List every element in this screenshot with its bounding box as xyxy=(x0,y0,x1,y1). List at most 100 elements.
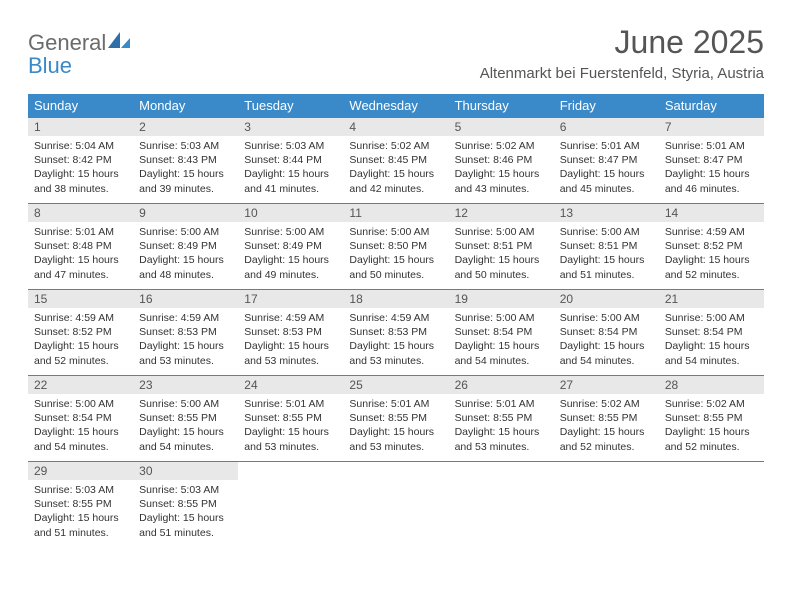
weekday-head: Monday xyxy=(133,94,238,118)
daylight-text: Daylight: 15 hours and 42 minutes. xyxy=(349,167,442,195)
sunrise-text: Sunrise: 5:02 AM xyxy=(349,139,442,153)
sunset-text: Sunset: 8:55 PM xyxy=(560,411,653,425)
day-cell: 8Sunrise: 5:01 AMSunset: 8:48 PMDaylight… xyxy=(28,204,133,290)
sunset-text: Sunset: 8:50 PM xyxy=(349,239,442,253)
daylight-text: Daylight: 15 hours and 47 minutes. xyxy=(34,253,127,281)
sunrise-text: Sunrise: 4:59 AM xyxy=(139,311,232,325)
sunset-text: Sunset: 8:54 PM xyxy=(665,325,758,339)
day-cell: 26Sunrise: 5:01 AMSunset: 8:55 PMDayligh… xyxy=(449,376,554,462)
day-cell: 6Sunrise: 5:01 AMSunset: 8:47 PMDaylight… xyxy=(554,118,659,204)
sunset-text: Sunset: 8:54 PM xyxy=(455,325,548,339)
sunset-text: Sunset: 8:49 PM xyxy=(244,239,337,253)
day-number: 18 xyxy=(343,290,448,308)
day-cell: 18Sunrise: 4:59 AMSunset: 8:53 PMDayligh… xyxy=(343,290,448,376)
day-number: 12 xyxy=(449,204,554,222)
daylight-text: Daylight: 15 hours and 52 minutes. xyxy=(665,253,758,281)
day-number: 26 xyxy=(449,376,554,394)
day-number: 24 xyxy=(238,376,343,394)
page-subtitle: Altenmarkt bei Fuerstenfeld, Styria, Aus… xyxy=(480,65,764,82)
day-cell: 1Sunrise: 5:04 AMSunset: 8:42 PMDaylight… xyxy=(28,118,133,204)
day-cell xyxy=(554,462,659,548)
day-cell: 28Sunrise: 5:02 AMSunset: 8:55 PMDayligh… xyxy=(659,376,764,462)
weekday-head: Thursday xyxy=(449,94,554,118)
day-cell: 14Sunrise: 4:59 AMSunset: 8:52 PMDayligh… xyxy=(659,204,764,290)
calendar-table: Sunday Monday Tuesday Wednesday Thursday… xyxy=(28,94,764,548)
day-cell: 13Sunrise: 5:00 AMSunset: 8:51 PMDayligh… xyxy=(554,204,659,290)
sunrise-text: Sunrise: 5:03 AM xyxy=(244,139,337,153)
day-body: Sunrise: 5:02 AMSunset: 8:46 PMDaylight:… xyxy=(449,136,554,200)
sunset-text: Sunset: 8:55 PM xyxy=(349,411,442,425)
day-cell: 16Sunrise: 4:59 AMSunset: 8:53 PMDayligh… xyxy=(133,290,238,376)
title-block: June 2025 Altenmarkt bei Fuerstenfeld, S… xyxy=(480,24,764,82)
logo: General Blue xyxy=(28,30,132,77)
day-cell: 21Sunrise: 5:00 AMSunset: 8:54 PMDayligh… xyxy=(659,290,764,376)
sunset-text: Sunset: 8:45 PM xyxy=(349,153,442,167)
sunset-text: Sunset: 8:55 PM xyxy=(139,497,232,511)
weekday-head: Friday xyxy=(554,94,659,118)
sunset-text: Sunset: 8:54 PM xyxy=(560,325,653,339)
day-cell: 30Sunrise: 5:03 AMSunset: 8:55 PMDayligh… xyxy=(133,462,238,548)
sunset-text: Sunset: 8:47 PM xyxy=(560,153,653,167)
day-cell: 19Sunrise: 5:00 AMSunset: 8:54 PMDayligh… xyxy=(449,290,554,376)
logo-text: General Blue xyxy=(28,30,132,77)
daylight-text: Daylight: 15 hours and 51 minutes. xyxy=(139,511,232,539)
day-body: Sunrise: 5:00 AMSunset: 8:50 PMDaylight:… xyxy=(343,222,448,286)
sunrise-text: Sunrise: 5:00 AM xyxy=(244,225,337,239)
day-number: 19 xyxy=(449,290,554,308)
day-number: 11 xyxy=(343,204,448,222)
day-cell: 10Sunrise: 5:00 AMSunset: 8:49 PMDayligh… xyxy=(238,204,343,290)
daylight-text: Daylight: 15 hours and 53 minutes. xyxy=(139,339,232,367)
day-number: 9 xyxy=(133,204,238,222)
sunrise-text: Sunrise: 4:59 AM xyxy=(665,225,758,239)
day-cell: 3Sunrise: 5:03 AMSunset: 8:44 PMDaylight… xyxy=(238,118,343,204)
day-body: Sunrise: 5:00 AMSunset: 8:54 PMDaylight:… xyxy=(449,308,554,372)
day-number: 4 xyxy=(343,118,448,136)
day-number: 15 xyxy=(28,290,133,308)
day-number: 8 xyxy=(28,204,133,222)
sunrise-text: Sunrise: 5:01 AM xyxy=(665,139,758,153)
day-body: Sunrise: 4:59 AMSunset: 8:53 PMDaylight:… xyxy=(133,308,238,372)
day-body: Sunrise: 5:00 AMSunset: 8:51 PMDaylight:… xyxy=(449,222,554,286)
day-body: Sunrise: 5:00 AMSunset: 8:51 PMDaylight:… xyxy=(554,222,659,286)
weekday-head: Saturday xyxy=(659,94,764,118)
sunrise-text: Sunrise: 4:59 AM xyxy=(244,311,337,325)
day-body: Sunrise: 5:03 AMSunset: 8:55 PMDaylight:… xyxy=(133,480,238,544)
sunset-text: Sunset: 8:52 PM xyxy=(34,325,127,339)
sunrise-text: Sunrise: 5:00 AM xyxy=(665,311,758,325)
sunset-text: Sunset: 8:55 PM xyxy=(665,411,758,425)
daylight-text: Daylight: 15 hours and 52 minutes. xyxy=(665,425,758,453)
daylight-text: Daylight: 15 hours and 53 minutes. xyxy=(349,339,442,367)
week-row: 29Sunrise: 5:03 AMSunset: 8:55 PMDayligh… xyxy=(28,462,764,548)
day-number: 21 xyxy=(659,290,764,308)
daylight-text: Daylight: 15 hours and 51 minutes. xyxy=(34,511,127,539)
day-number: 27 xyxy=(554,376,659,394)
day-number: 20 xyxy=(554,290,659,308)
daylight-text: Daylight: 15 hours and 50 minutes. xyxy=(455,253,548,281)
daylight-text: Daylight: 15 hours and 53 minutes. xyxy=(244,339,337,367)
weekday-header-row: Sunday Monday Tuesday Wednesday Thursday… xyxy=(28,94,764,118)
day-cell: 25Sunrise: 5:01 AMSunset: 8:55 PMDayligh… xyxy=(343,376,448,462)
day-body: Sunrise: 5:03 AMSunset: 8:44 PMDaylight:… xyxy=(238,136,343,200)
sunset-text: Sunset: 8:42 PM xyxy=(34,153,127,167)
daylight-text: Daylight: 15 hours and 45 minutes. xyxy=(560,167,653,195)
weekday-head: Tuesday xyxy=(238,94,343,118)
day-body: Sunrise: 5:01 AMSunset: 8:55 PMDaylight:… xyxy=(449,394,554,458)
sunrise-text: Sunrise: 5:00 AM xyxy=(349,225,442,239)
daylight-text: Daylight: 15 hours and 38 minutes. xyxy=(34,167,127,195)
day-cell: 22Sunrise: 5:00 AMSunset: 8:54 PMDayligh… xyxy=(28,376,133,462)
day-body: Sunrise: 5:01 AMSunset: 8:48 PMDaylight:… xyxy=(28,222,133,286)
day-body: Sunrise: 4:59 AMSunset: 8:53 PMDaylight:… xyxy=(343,308,448,372)
day-number: 2 xyxy=(133,118,238,136)
day-cell: 29Sunrise: 5:03 AMSunset: 8:55 PMDayligh… xyxy=(28,462,133,548)
day-body: Sunrise: 5:04 AMSunset: 8:42 PMDaylight:… xyxy=(28,136,133,200)
week-row: 1Sunrise: 5:04 AMSunset: 8:42 PMDaylight… xyxy=(28,118,764,204)
sunset-text: Sunset: 8:55 PM xyxy=(139,411,232,425)
sunrise-text: Sunrise: 5:04 AM xyxy=(34,139,127,153)
sunset-text: Sunset: 8:52 PM xyxy=(665,239,758,253)
day-number: 5 xyxy=(449,118,554,136)
calendar-page: General Blue June 2025 Altenmarkt bei Fu… xyxy=(0,0,792,572)
day-body: Sunrise: 5:00 AMSunset: 8:54 PMDaylight:… xyxy=(659,308,764,372)
daylight-text: Daylight: 15 hours and 49 minutes. xyxy=(244,253,337,281)
daylight-text: Daylight: 15 hours and 53 minutes. xyxy=(455,425,548,453)
sunrise-text: Sunrise: 5:00 AM xyxy=(34,397,127,411)
